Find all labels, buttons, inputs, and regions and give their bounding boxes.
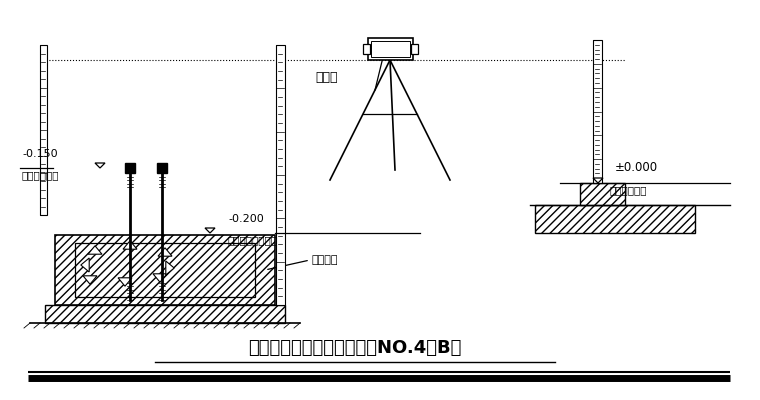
- Bar: [55, 235, 275, 305]
- Polygon shape: [95, 163, 105, 168]
- Text: （柱顶标高）: （柱顶标高）: [22, 170, 59, 180]
- Bar: [410, 44, 417, 54]
- Bar: [40, 45, 46, 215]
- Polygon shape: [153, 274, 167, 282]
- Bar: [535, 205, 695, 233]
- Bar: [368, 38, 413, 60]
- Bar: [593, 40, 601, 183]
- Bar: [580, 183, 625, 205]
- Text: （基准标高）: （基准标高）: [610, 185, 648, 195]
- Bar: [157, 163, 167, 173]
- Bar: [363, 44, 369, 54]
- Bar: [45, 305, 285, 323]
- Bar: [371, 41, 410, 57]
- Text: -0.200: -0.200: [228, 214, 264, 224]
- Polygon shape: [118, 278, 132, 286]
- Polygon shape: [166, 261, 174, 275]
- Bar: [275, 45, 284, 305]
- Polygon shape: [88, 246, 102, 254]
- Text: -0.150: -0.150: [22, 149, 58, 159]
- Polygon shape: [205, 228, 215, 233]
- Bar: [75, 243, 255, 297]
- Polygon shape: [123, 241, 137, 249]
- Bar: [125, 163, 135, 173]
- Polygon shape: [593, 178, 603, 183]
- Text: 水准仪: 水准仪: [315, 71, 338, 84]
- Text: 钢筋砼柱: 钢筋砼柱: [312, 255, 338, 265]
- Text: ±0.000: ±0.000: [615, 161, 658, 174]
- Text: 钢柱柱底标高引测示意图（NO.4－B）: 钢柱柱底标高引测示意图（NO.4－B）: [249, 339, 461, 357]
- Polygon shape: [83, 276, 97, 284]
- Polygon shape: [158, 248, 172, 256]
- Polygon shape: [81, 258, 89, 272]
- Text: （一次浇筑标高）: （一次浇筑标高）: [228, 235, 278, 245]
